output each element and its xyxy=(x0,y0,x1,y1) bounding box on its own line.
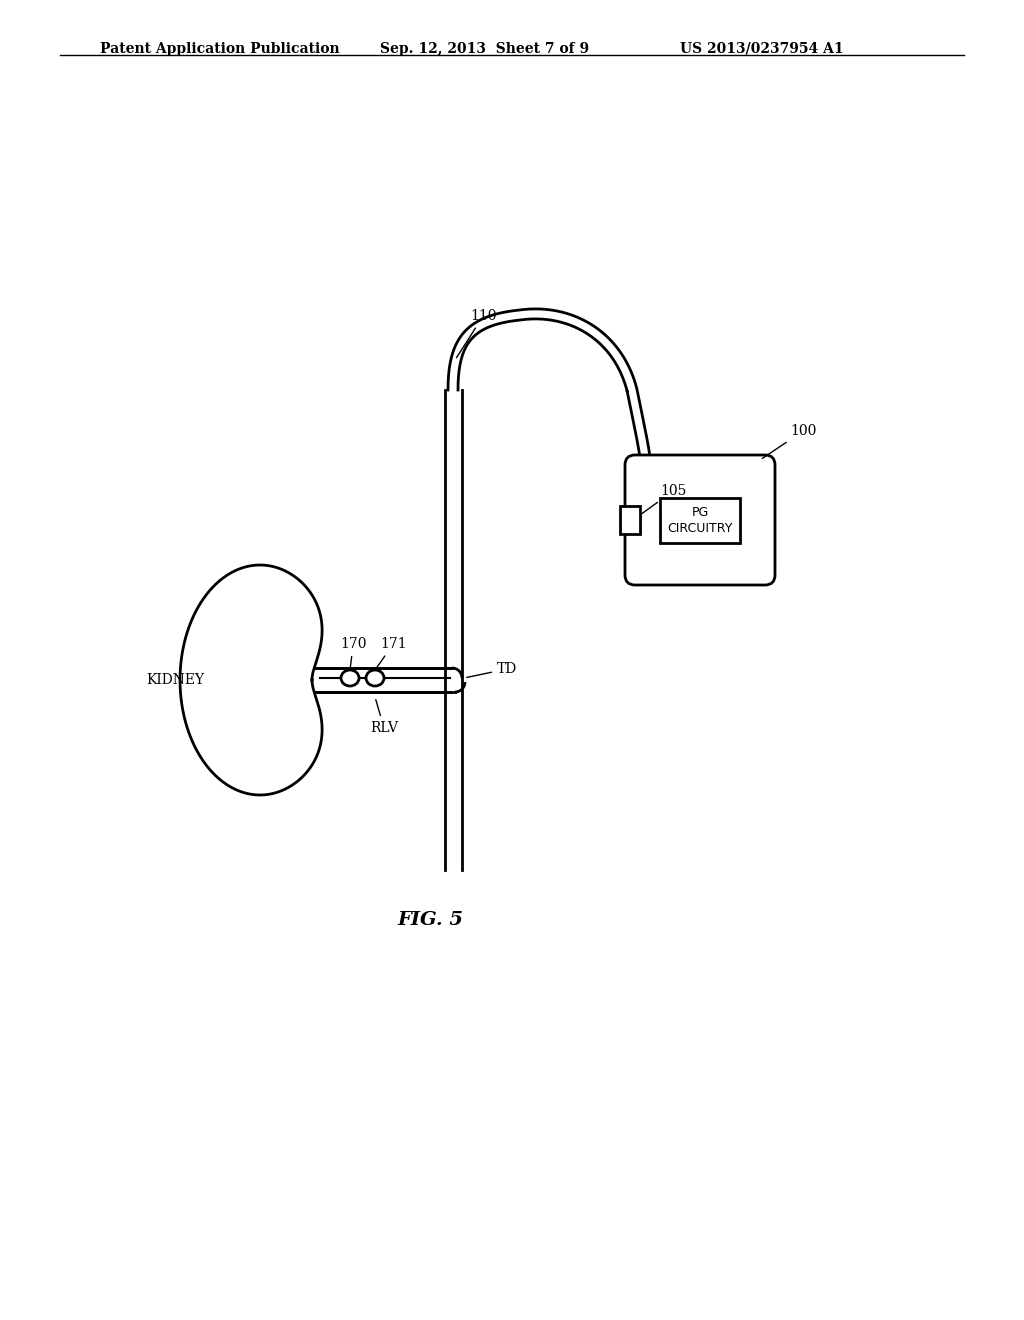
Text: TD: TD xyxy=(467,663,517,677)
Text: KIDNEY: KIDNEY xyxy=(146,673,204,686)
Text: 110: 110 xyxy=(457,309,497,358)
Text: 100: 100 xyxy=(762,424,816,458)
Text: Sep. 12, 2013  Sheet 7 of 9: Sep. 12, 2013 Sheet 7 of 9 xyxy=(380,42,589,55)
Text: RLV: RLV xyxy=(370,700,398,735)
Bar xyxy=(620,506,640,535)
FancyBboxPatch shape xyxy=(625,455,775,585)
Text: 171: 171 xyxy=(377,638,407,668)
Text: Patent Application Publication: Patent Application Publication xyxy=(100,42,340,55)
Text: 170: 170 xyxy=(340,638,367,667)
Ellipse shape xyxy=(366,671,384,686)
Ellipse shape xyxy=(341,671,359,686)
Text: CIRCUITRY: CIRCUITRY xyxy=(668,521,733,535)
Text: US 2013/0237954 A1: US 2013/0237954 A1 xyxy=(680,42,844,55)
Bar xyxy=(660,498,740,543)
Text: 105: 105 xyxy=(642,484,686,513)
Text: PG: PG xyxy=(691,506,709,519)
Text: FIG. 5: FIG. 5 xyxy=(397,911,463,929)
